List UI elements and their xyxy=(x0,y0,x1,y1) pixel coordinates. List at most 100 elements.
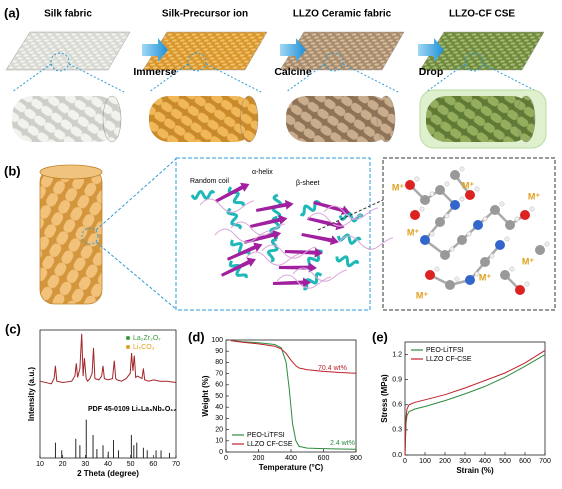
hydrogen xyxy=(429,191,435,197)
coil xyxy=(276,274,332,289)
sheet xyxy=(215,182,250,203)
legend-label: PEO-LiTFSI xyxy=(247,432,285,439)
hydrogen xyxy=(459,196,465,202)
panel-label: (b) xyxy=(4,163,21,178)
fiber-bundle xyxy=(426,96,532,142)
x-tick-label: 600 xyxy=(519,458,531,465)
y-tick-label: 90 xyxy=(215,348,223,355)
x-tick-label: 700 xyxy=(539,458,551,465)
hydrogen xyxy=(429,231,435,237)
zoom-circle xyxy=(464,52,484,72)
step-label: Drop xyxy=(419,66,444,78)
fabric xyxy=(5,31,131,71)
arrow xyxy=(418,38,444,62)
charts: (c) 10 20 30 40 50 60 70 2 Theta (degree) Intensi… xyxy=(5,321,551,478)
fiber-bundle xyxy=(149,96,255,142)
structure-label: α-helix xyxy=(252,169,273,176)
x-tick-label: 60 xyxy=(149,461,157,468)
sheet xyxy=(278,262,317,273)
sheet xyxy=(313,201,351,216)
fiber-end xyxy=(239,95,259,143)
atom xyxy=(535,245,545,255)
stage-title: Silk fabric xyxy=(44,9,92,20)
x-tick-label: 400 xyxy=(479,458,491,465)
coil xyxy=(245,251,301,266)
helix xyxy=(226,207,242,230)
sheet xyxy=(250,214,288,228)
atom xyxy=(445,280,455,290)
atom xyxy=(490,205,500,215)
ion-label: M⁺ xyxy=(416,290,428,300)
stage-title: Silk-Precursor ion xyxy=(162,9,248,20)
atom xyxy=(450,200,460,210)
y-tick-label: 0.9 xyxy=(392,377,402,384)
phase-label: Li₂CO₃ xyxy=(133,344,155,351)
fiber-bundle xyxy=(12,96,118,142)
atom xyxy=(515,285,525,295)
stage-title: LLZO Ceramic fabric xyxy=(293,9,392,20)
y-tick-label: 0 xyxy=(219,449,223,456)
phase-marker xyxy=(126,336,130,340)
atom xyxy=(410,210,420,220)
y-axis-title: Stress (MPa) xyxy=(380,374,389,423)
coil xyxy=(199,198,255,213)
y-tick-label: 0.3 xyxy=(392,427,402,434)
atom xyxy=(440,250,450,260)
panel-label: (d) xyxy=(188,329,205,344)
hydrogen xyxy=(504,236,510,242)
x-tick-label: 20 xyxy=(59,461,67,468)
atom xyxy=(520,210,530,220)
molecule: M⁺ M⁺ M⁺ M⁺ M⁺ M⁺ M⁺ xyxy=(392,166,550,300)
x-axis-title: Temperature (°C) xyxy=(259,463,324,472)
zoom-line xyxy=(11,63,52,93)
zoom-box xyxy=(382,157,556,311)
annotation: 2.4 wt% xyxy=(330,440,355,447)
y-axis-title: Weight (%) xyxy=(201,375,210,417)
connector xyxy=(317,199,384,231)
y-tick-label: 10 xyxy=(215,438,223,445)
hydrogen xyxy=(529,206,535,212)
x-tick-label: 100 xyxy=(419,458,431,465)
data-line xyxy=(230,340,357,450)
hydrogen xyxy=(414,176,420,182)
coil xyxy=(307,212,363,227)
ion-label: M⁺ xyxy=(462,180,474,190)
atom xyxy=(505,220,515,230)
x-tick-label: 30 xyxy=(81,461,89,468)
hydrogen xyxy=(482,216,488,222)
structure-label: β-sheet xyxy=(296,180,320,187)
ion-label: M⁺ xyxy=(522,256,534,266)
data-line xyxy=(230,340,357,374)
atom xyxy=(480,257,490,267)
ion-label: M⁺ xyxy=(392,182,404,192)
zoom-circle xyxy=(50,52,70,72)
x-tick-label: 0 xyxy=(224,455,228,462)
arrow xyxy=(280,38,306,62)
panel-label: (a) xyxy=(4,5,20,20)
zoom-line xyxy=(148,63,189,93)
atom xyxy=(405,180,415,190)
plot-frame xyxy=(39,329,177,459)
x-axis-title: 2 Theta (degree) xyxy=(77,469,139,478)
y-axis-title: Intensity (a.u.) xyxy=(27,367,36,422)
step-label: Immerse xyxy=(133,66,176,78)
legend-label: LLZO CF-CSE xyxy=(426,356,472,363)
x-tick-label: 500 xyxy=(499,458,511,465)
y-tick-label: 100 xyxy=(211,337,223,344)
y-tick-label: 50 xyxy=(215,393,223,400)
hydrogen xyxy=(474,271,480,277)
x-tick-label: 200 xyxy=(439,458,451,465)
atom xyxy=(473,220,483,230)
atom xyxy=(500,270,510,280)
helix xyxy=(335,255,360,268)
atom xyxy=(450,170,460,180)
hydrogen xyxy=(524,281,530,287)
stage-title: LLZO-CF CSE xyxy=(449,9,515,20)
atom xyxy=(420,195,430,205)
arrow xyxy=(142,38,168,62)
hydrogen xyxy=(474,186,480,192)
data-line xyxy=(404,349,546,456)
helix xyxy=(302,272,323,291)
coil xyxy=(338,235,394,250)
y-tick-label: 60 xyxy=(215,382,223,389)
